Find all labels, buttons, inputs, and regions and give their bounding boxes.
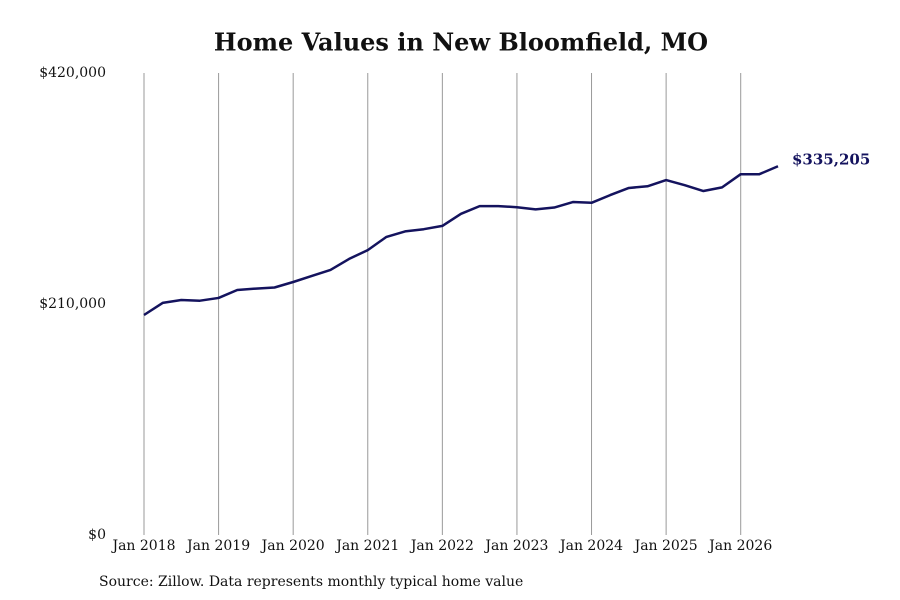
x-tick-label: Jan 2020 bbox=[260, 538, 325, 554]
y-tick-label: $210,000 bbox=[39, 296, 106, 312]
chart-title: Home Values in New Bloomfield, MO bbox=[214, 28, 708, 57]
x-tick-label: Jan 2021 bbox=[334, 538, 399, 554]
x-tick-label: Jan 2026 bbox=[707, 538, 772, 554]
x-tick-label: Jan 2025 bbox=[633, 538, 698, 554]
x-tick-label: Jan 2022 bbox=[409, 538, 474, 554]
x-tick-label: Jan 2023 bbox=[483, 538, 548, 554]
y-tick-label: $0 bbox=[88, 527, 106, 543]
x-tick-label: Jan 2024 bbox=[558, 538, 623, 554]
y-tick-label: $420,000 bbox=[39, 65, 106, 81]
x-tick-label: Jan 2019 bbox=[185, 538, 250, 554]
data-line bbox=[143, 165, 779, 317]
value-label: $335,205 bbox=[792, 150, 870, 168]
source-note: Source: Zillow. Data represents monthly … bbox=[99, 574, 523, 590]
x-tick-label: Jan 2018 bbox=[110, 538, 175, 554]
